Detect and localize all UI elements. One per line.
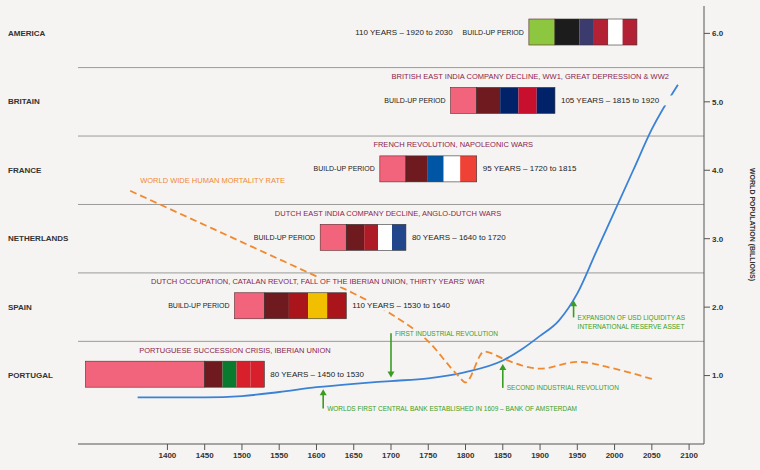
svg-text:1650: 1650	[345, 451, 363, 460]
svg-text:1700: 1700	[382, 451, 400, 460]
svg-text:WORLDS FIRST CENTRAL BANK ESTA: WORLDS FIRST CENTRAL BANK ESTABLISHED IN…	[327, 405, 577, 412]
svg-text:80 YEARS – 1450 to 1530: 80 YEARS – 1450 to 1530	[270, 370, 364, 379]
svg-text:NETHERLANDS: NETHERLANDS	[8, 234, 69, 243]
svg-text:1800: 1800	[457, 451, 475, 460]
svg-text:3.0: 3.0	[712, 235, 724, 244]
svg-text:INTERNATIONAL RESERVE ASSET: INTERNATIONAL RESERVE ASSET	[578, 323, 685, 330]
svg-text:BUILD-UP PERIOD: BUILD-UP PERIOD	[254, 234, 315, 241]
svg-text:2.0: 2.0	[712, 303, 724, 312]
svg-text:1500: 1500	[233, 451, 251, 460]
svg-text:PORTUGAL: PORTUGAL	[8, 371, 53, 380]
svg-text:EXPANSION OF USD LIQUIDITY AS: EXPANSION OF USD LIQUIDITY AS	[578, 314, 686, 322]
svg-text:DUTCH EAST INDIA COMPANY DECLI: DUTCH EAST INDIA COMPANY DECLINE, ANGLO-…	[275, 209, 501, 218]
svg-text:BUILD-UP PERIOD: BUILD-UP PERIOD	[313, 165, 374, 172]
svg-text:1550: 1550	[270, 451, 288, 460]
svg-text:110 YEARS – 1530 to 1640: 110 YEARS – 1530 to 1640	[352, 301, 450, 310]
svg-text:95 YEARS – 1720 to 1815: 95 YEARS – 1720 to 1815	[483, 164, 577, 173]
svg-text:105 YEARS – 1815 to 1920: 105 YEARS – 1815 to 1920	[561, 96, 660, 105]
svg-text:1850: 1850	[494, 451, 512, 460]
svg-text:1450: 1450	[196, 451, 214, 460]
svg-text:4.0: 4.0	[712, 166, 724, 175]
svg-text:6.0: 6.0	[712, 29, 724, 38]
svg-text:1950: 1950	[568, 451, 586, 460]
svg-text:1750: 1750	[419, 451, 437, 460]
svg-text:AMERICA: AMERICA	[8, 29, 46, 38]
svg-text:SECOND INDUSTRIAL REVOLUTION: SECOND INDUSTRIAL REVOLUTION	[507, 384, 619, 391]
svg-text:1.0: 1.0	[712, 371, 724, 380]
svg-text:PORTUGUESE SUCCESSION CRISIS,: PORTUGUESE SUCCESSION CRISIS, IBERIAN UN…	[139, 346, 331, 355]
svg-text:1900: 1900	[531, 451, 549, 460]
svg-text:WORLD WIDE HUMAN MORTALITY RAT: WORLD WIDE HUMAN MORTALITY RATE	[140, 176, 285, 185]
svg-text:DUTCH OCCUPATION, CATALAN REVO: DUTCH OCCUPATION, CATALAN REVOLT, FALL O…	[151, 277, 485, 286]
svg-text:1600: 1600	[308, 451, 326, 460]
svg-text:80 YEARS – 1640 to 1720: 80 YEARS – 1640 to 1720	[412, 233, 506, 242]
svg-text:FRENCH REVOLUTION, NAPOLEONIC: FRENCH REVOLUTION, NAPOLEONIC WARS	[373, 140, 533, 149]
svg-text:FIRST INDUSTRIAL REVOLUTION: FIRST INDUSTRIAL REVOLUTION	[395, 330, 498, 337]
svg-text:2050: 2050	[643, 451, 661, 460]
svg-text:SPAIN: SPAIN	[8, 303, 32, 312]
svg-text:2100: 2100	[680, 451, 698, 460]
svg-text:5.0: 5.0	[712, 98, 724, 107]
svg-text:110 YEARS – 1920 to 2030: 110 YEARS – 1920 to 2030	[355, 28, 453, 37]
svg-text:BRITAIN: BRITAIN	[8, 97, 40, 106]
svg-text:1400: 1400	[159, 451, 177, 460]
svg-text:BUILD-UP PERIOD: BUILD-UP PERIOD	[168, 302, 229, 309]
svg-text:BRITISH EAST INDIA COMPANY DEC: BRITISH EAST INDIA COMPANY DECLINE, WW1,…	[392, 72, 669, 81]
html-text:WORLD POPULATION (BILLIONS): WORLD POPULATION (BILLIONS)	[749, 168, 756, 282]
svg-text:BUILD-UP PERIOD: BUILD-UP PERIOD	[463, 29, 524, 36]
svg-text:BUILD-UP PERIOD: BUILD-UP PERIOD	[384, 97, 445, 104]
svg-text:FRANCE: FRANCE	[8, 166, 42, 175]
svg-text:2000: 2000	[606, 451, 624, 460]
